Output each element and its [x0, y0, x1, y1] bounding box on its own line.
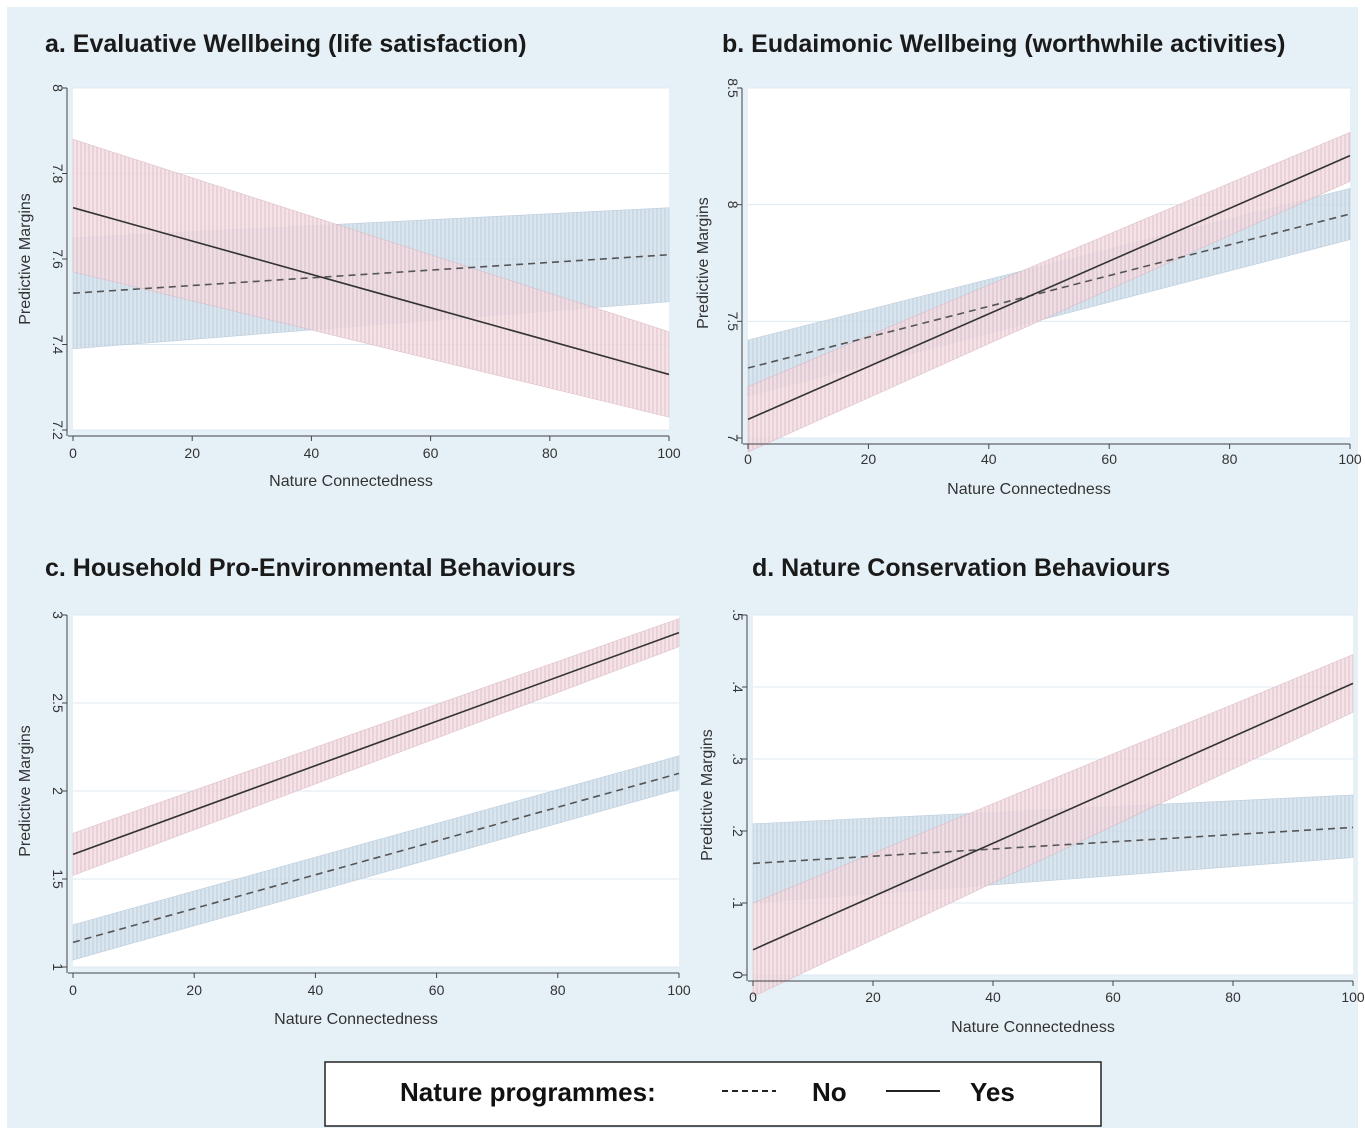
x-tick-label: 60	[1101, 451, 1117, 467]
legend-label-yes: Yes	[970, 1077, 1015, 1107]
series-line-no	[747, 213, 1351, 369]
x-tick-label: 40	[308, 982, 324, 998]
legend: Nature programmes: No Yes	[324, 1061, 1102, 1127]
x-axis-title: Nature Connectedness	[951, 1019, 1115, 1036]
panel-title: c. Household Pro-Environmental Behaviour…	[45, 554, 576, 582]
y-tick-label: 7.8	[50, 164, 66, 184]
series-line-yes	[72, 631, 680, 856]
series-line-no	[72, 253, 670, 294]
y-tick-label: 7.4	[50, 335, 66, 355]
panel-title: b. Eudaimonic Wellbeing (worthwhile acti…	[722, 30, 1286, 58]
y-tick-label: 0	[730, 971, 746, 979]
y-tick-label: 2	[50, 787, 66, 795]
series-line-no	[72, 772, 680, 944]
x-tick-label: 40	[981, 451, 997, 467]
series-line-yes	[747, 154, 1351, 421]
y-tick-label: 2.5	[50, 693, 66, 713]
legend-title: Nature programmes:	[400, 1077, 656, 1107]
panel-d: d. Nature Conservation Behaviours 0 20 40 60…	[699, 554, 1365, 1036]
x-tick-label: 100	[1341, 989, 1365, 1005]
y-tick-label: 7.6	[50, 249, 66, 269]
y-tick-label: .3	[730, 753, 746, 765]
x-tick-label: 60	[429, 982, 445, 998]
panel-a: a. Evaluative Wellbeing (life satisfacti…	[17, 30, 681, 490]
y-tick-label: .5	[730, 609, 746, 621]
panel-c: c. Household Pro-Environmental Behaviour…	[17, 554, 691, 1028]
y-tick-label: 8	[50, 84, 66, 92]
y-axis-title: Predictive Margins	[17, 193, 34, 325]
series-line-no	[752, 826, 1354, 865]
y-tick-label: 7	[725, 434, 741, 442]
x-tick-label: 60	[1105, 989, 1121, 1005]
y-tick-label: .1	[730, 897, 746, 909]
panel-title: d. Nature Conservation Behaviours	[752, 554, 1170, 582]
series-line-yes	[752, 682, 1354, 951]
ci-band-yes	[747, 131, 1351, 453]
y-axis-title: Predictive Margins	[17, 725, 34, 857]
x-axis-title: Nature Connectedness	[269, 473, 433, 490]
ci-band-yes	[752, 654, 1354, 998]
legend-label-no: No	[812, 1077, 847, 1107]
y-tick-label: 8.5	[725, 78, 741, 98]
x-tick-label: 20	[861, 451, 877, 467]
x-tick-label: 40	[985, 989, 1001, 1005]
panel-title: a. Evaluative Wellbeing (life satisfacti…	[45, 30, 527, 58]
y-tick-label: 3	[50, 611, 66, 619]
x-tick-label: 80	[1222, 451, 1238, 467]
y-tick-label: .4	[730, 681, 746, 693]
x-tick-label: 0	[749, 989, 757, 1005]
x-tick-label: 100	[1338, 451, 1362, 467]
ci-band-yes	[72, 618, 680, 876]
y-tick-label: 7.5	[725, 312, 741, 332]
x-axis-title: Nature Connectedness	[274, 1011, 438, 1028]
x-tick-label: 0	[69, 445, 77, 461]
x-tick-label: 20	[184, 445, 200, 461]
x-axis-title: Nature Connectedness	[947, 481, 1111, 498]
y-tick-label: 1	[50, 963, 66, 971]
y-tick-label: 8	[725, 201, 741, 209]
panel-b: b. Eudaimonic Wellbeing (worthwhile acti…	[695, 30, 1362, 498]
x-tick-label: 100	[657, 445, 681, 461]
x-tick-label: 80	[542, 445, 558, 461]
legend-box	[324, 1061, 1102, 1127]
series-line-yes	[72, 206, 670, 376]
x-tick-label: 80	[1225, 989, 1241, 1005]
x-tick-label: 20	[865, 989, 881, 1005]
y-tick-label: 7.2	[50, 420, 66, 440]
x-tick-label: 80	[550, 982, 566, 998]
y-axis-title: Predictive Margins	[695, 197, 712, 329]
x-tick-label: 20	[186, 982, 202, 998]
y-axis-title: Predictive Margins	[699, 729, 716, 861]
y-tick-label: .2	[730, 825, 746, 837]
y-tick-label: 1.5	[50, 869, 66, 889]
x-tick-label: 0	[744, 451, 752, 467]
x-tick-label: 0	[69, 982, 77, 998]
x-tick-label: 100	[667, 982, 691, 998]
x-tick-label: 40	[304, 445, 320, 461]
x-tick-label: 60	[423, 445, 439, 461]
